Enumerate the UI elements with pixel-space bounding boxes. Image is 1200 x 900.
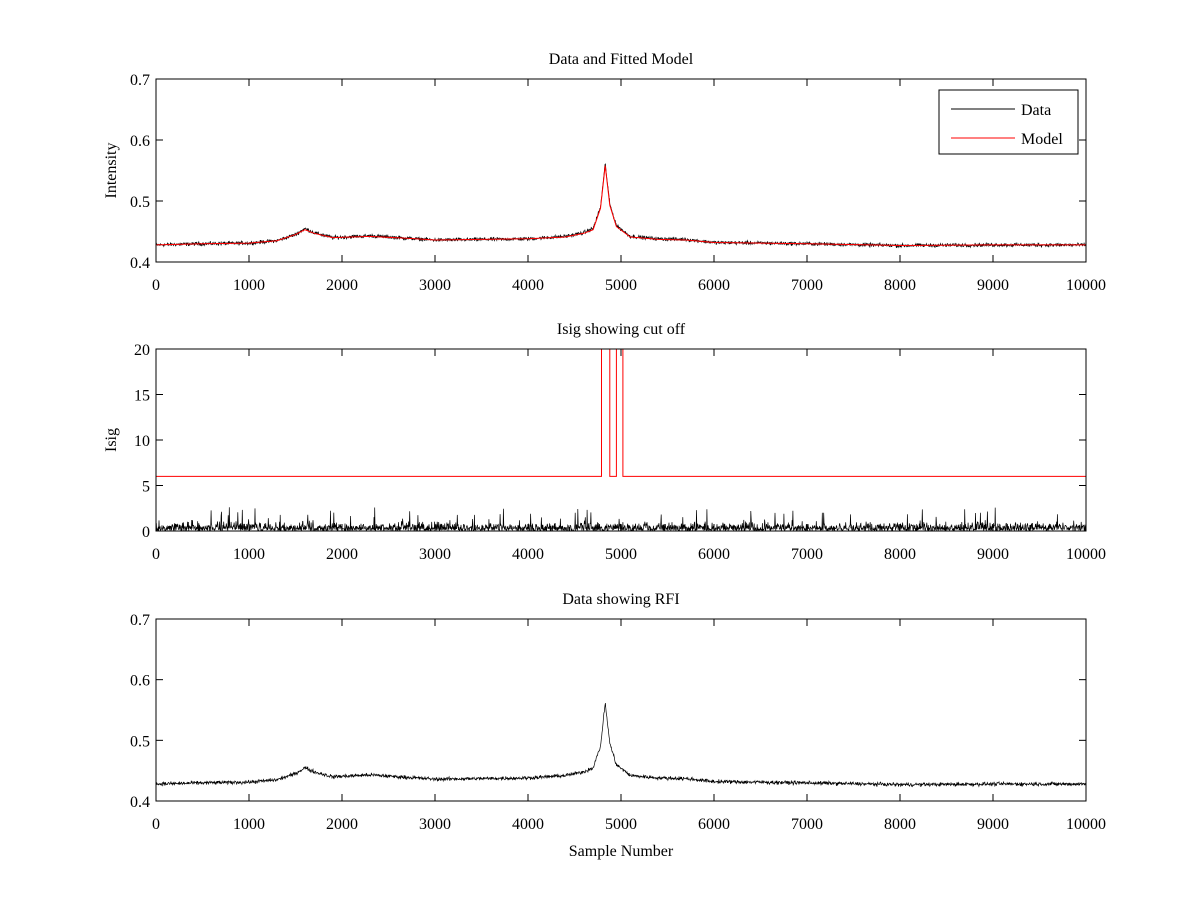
y-tick-label: 0.6: [130, 673, 150, 690]
y-tick-label: 0.5: [130, 733, 150, 750]
x-tick-label: 9000: [977, 546, 1009, 563]
y-tick-label: 0.4: [130, 255, 150, 272]
x-tick-label: 6000: [698, 816, 730, 833]
x-tick-label: 7000: [791, 546, 823, 563]
x-tick-label: 6000: [698, 277, 730, 294]
x-tick-label: 5000: [605, 546, 637, 563]
x-tick-label: 4000: [512, 277, 544, 294]
x-tick-label: 3000: [419, 546, 451, 563]
x-tick-label: 2000: [326, 277, 358, 294]
y-axis-label: Intensity: [103, 143, 120, 199]
panel-1: 0 1000 2000 3000 4000 5000 6000 7000 8000 9000 100…: [103, 51, 1106, 294]
x-tick-label: 10000: [1066, 816, 1106, 833]
x-tick-label: 0: [152, 546, 160, 563]
series-line-1: [156, 702, 1086, 788]
x-tick-label: 0: [152, 277, 160, 294]
y-tick-label: 0.7: [130, 612, 150, 629]
x-tick-label: 7000: [791, 816, 823, 833]
panel-3: 0 1000 2000 3000 4000 5000 6000 7000 8000 9000 100…: [130, 591, 1106, 860]
x-tick-label: 5000: [605, 816, 637, 833]
x-tick-label: 1000: [233, 277, 265, 294]
y-tick-label: 0.4: [130, 794, 150, 811]
x-tick-label: 0: [152, 816, 160, 833]
chart-title: Isig showing cut off: [557, 321, 686, 338]
y-tick-label: 20: [134, 342, 150, 359]
panel-2: 0 1000 2000 3000 4000 5000 6000 7000 8000 9000 100…: [103, 321, 1106, 563]
legend-label-2: Model: [1021, 131, 1063, 148]
y-tick-label: 0.7: [130, 72, 150, 89]
y-tick-label: 0: [142, 524, 150, 541]
x-tick-label: 2000: [326, 546, 358, 563]
y-tick-label: 10: [134, 433, 150, 450]
y-tick-label: 0.5: [130, 194, 150, 211]
series-line-2: [156, 165, 1086, 247]
series-line-2: [156, 349, 1086, 477]
y-tick-label: 15: [134, 388, 150, 405]
legend: Data Model: [938, 89, 1079, 155]
x-tick-label: 4000: [512, 546, 544, 563]
legend-box: [938, 89, 1079, 155]
x-tick-label: 8000: [884, 546, 916, 563]
x-axis-label: Sample Number: [569, 843, 674, 860]
x-tick-label: 6000: [698, 546, 730, 563]
x-tick-label: 3000: [419, 816, 451, 833]
x-tick-label: 8000: [884, 816, 916, 833]
axes-frame: [155, 348, 1087, 532]
chart-title: Data and Fitted Model: [549, 51, 694, 68]
x-tick-label: 3000: [419, 277, 451, 294]
x-tick-label: 1000: [233, 546, 265, 563]
x-tick-label: 9000: [977, 277, 1009, 294]
y-axis-label: Isig: [103, 428, 120, 452]
x-tick-label: 2000: [326, 816, 358, 833]
x-tick-label: 7000: [791, 277, 823, 294]
x-tick-label: 1000: [233, 816, 265, 833]
chart-title: Data showing RFI: [562, 591, 679, 608]
y-tick-label: 0.6: [130, 133, 150, 150]
x-tick-label: 8000: [884, 277, 916, 294]
x-tick-label: 9000: [977, 816, 1009, 833]
x-tick-label: 5000: [605, 277, 637, 294]
x-tick-label: 4000: [512, 816, 544, 833]
legend-label-1: Data: [1021, 102, 1051, 119]
x-tick-label: 10000: [1066, 277, 1106, 294]
y-tick-label: 5: [142, 479, 150, 496]
x-tick-label: 10000: [1066, 546, 1106, 563]
